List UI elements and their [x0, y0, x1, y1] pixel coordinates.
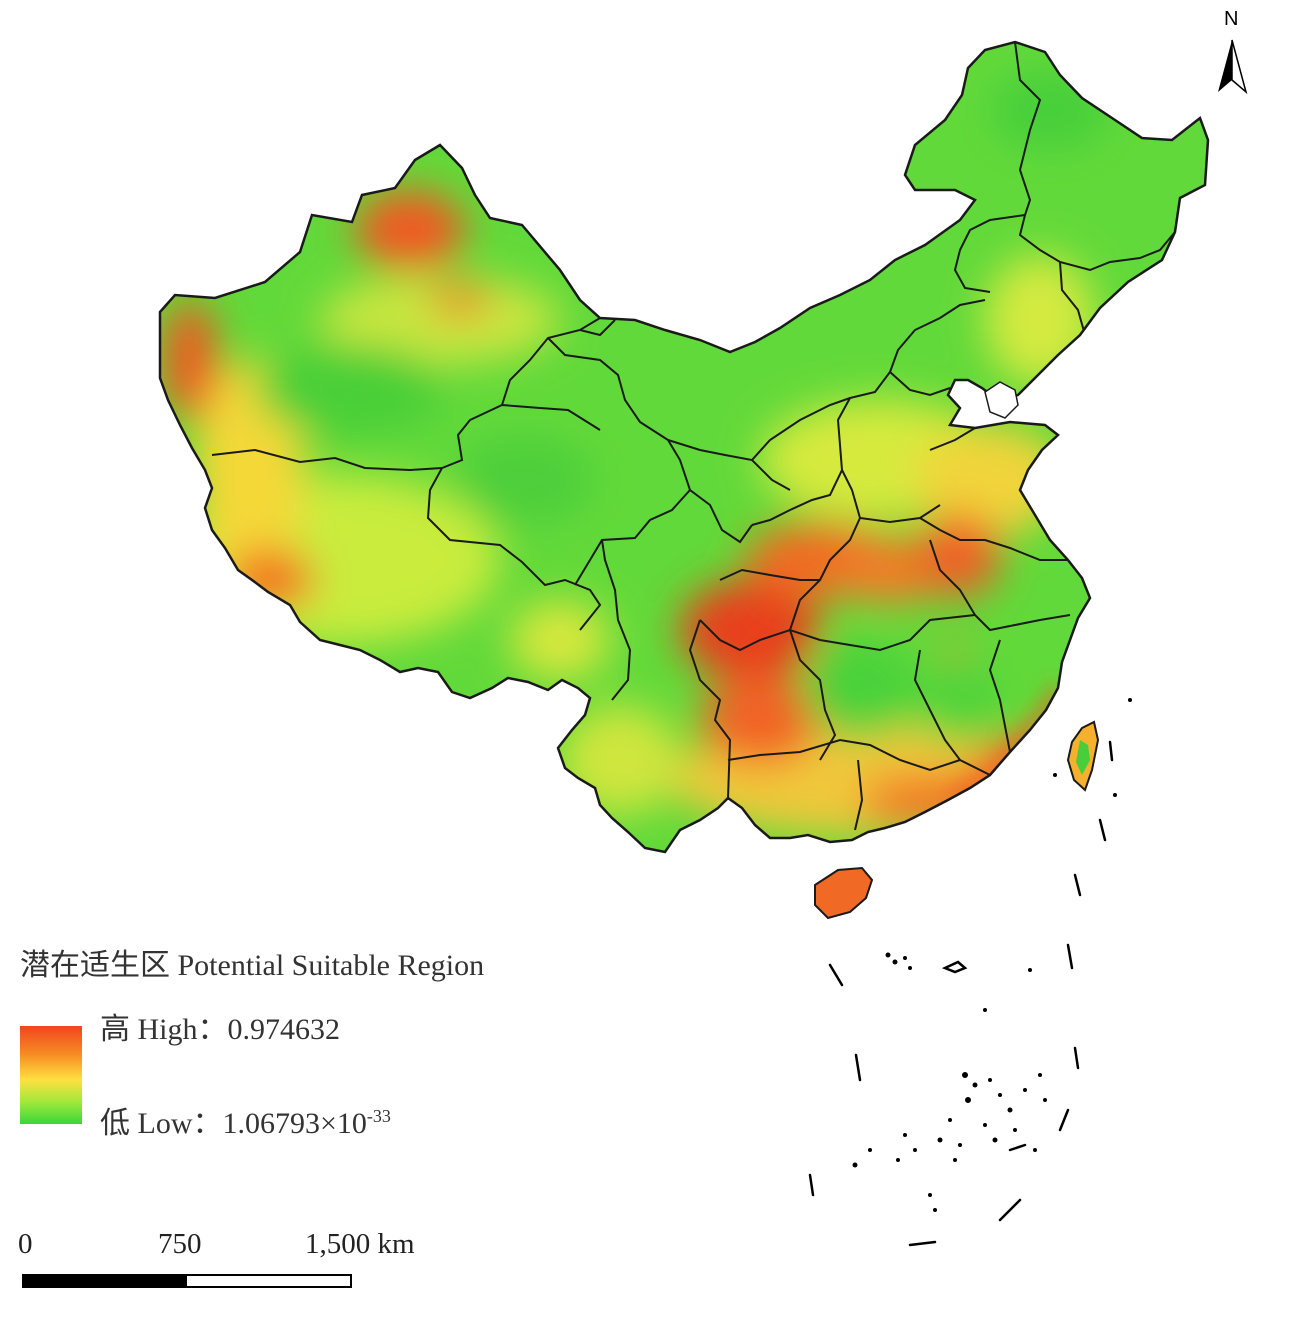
scale-bar — [22, 1274, 352, 1288]
south-china-sea-islands — [808, 740, 1114, 1247]
scale-bar-fill — [24, 1276, 187, 1286]
legend-low-value: 低 Low：1.06793×10 — [100, 1107, 367, 1140]
north-arrow-label: N — [1224, 8, 1239, 30]
legend-low-exponent: -33 — [366, 1106, 391, 1126]
legend-high-label: 高 High：0.974632 — [100, 1013, 340, 1046]
legend-color-ramp — [20, 1026, 82, 1124]
province-boundaries — [211, 42, 1176, 831]
hainan-island — [814, 866, 874, 920]
scale-label-0: 0 — [18, 1228, 33, 1260]
north-arrow-icon — [1218, 39, 1248, 95]
island-dots — [852, 698, 1132, 1212]
legend-low-label: 低 Low：1.06793×10-33 — [100, 1098, 391, 1142]
scale-label-1500: 1,500 km — [305, 1228, 415, 1260]
legend-title: 潜在适生区 Potential Suitable Region — [20, 949, 485, 982]
scale-label-750: 750 — [158, 1228, 202, 1260]
